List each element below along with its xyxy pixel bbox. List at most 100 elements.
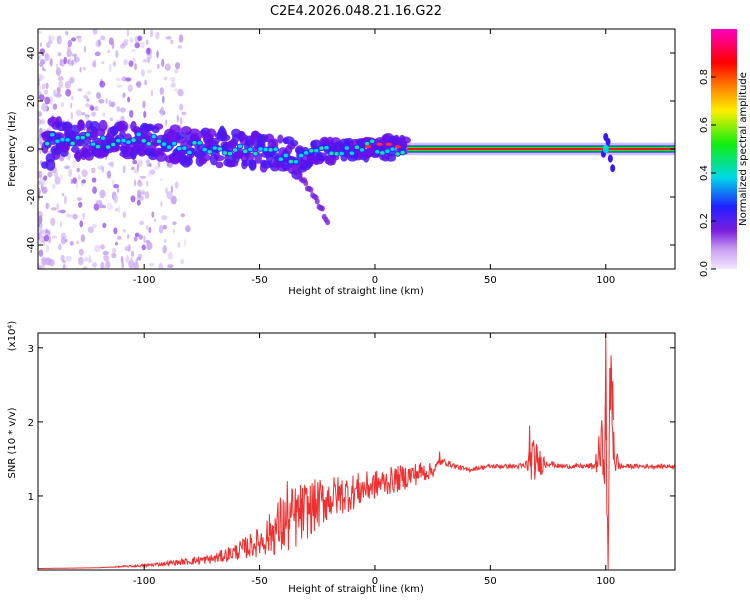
noise-blob	[58, 243, 62, 251]
noise-blob	[174, 68, 179, 74]
noise-blob	[64, 80, 72, 89]
noise-blob	[80, 234, 86, 243]
trace-halo-blob	[62, 121, 72, 133]
trace-core-blob	[177, 146, 182, 151]
noise-blob	[93, 105, 99, 112]
noise-blob	[81, 169, 88, 178]
noise-blob	[45, 244, 50, 253]
x-tick-label: -50	[251, 576, 267, 587]
trace-core-blob	[263, 147, 268, 152]
noise-blob	[122, 165, 126, 174]
noise-blob	[174, 62, 181, 70]
noise-blob	[38, 215, 43, 225]
noise-blob	[87, 226, 95, 234]
trace-core-blob	[182, 146, 187, 150]
noise-blob	[163, 238, 167, 243]
y-tick-label: 2	[28, 418, 34, 429]
noise-blob	[85, 103, 90, 108]
noise-blob	[166, 191, 173, 200]
noise-blob	[45, 257, 52, 266]
trace-core-blob	[222, 151, 228, 155]
noise-blob	[129, 37, 134, 44]
noise-blob	[174, 181, 179, 189]
noise-blob	[102, 250, 109, 256]
noise-blob	[105, 97, 108, 105]
trace-core-blob	[227, 151, 233, 156]
noise-blob	[63, 56, 68, 65]
noise-blob	[134, 42, 140, 49]
noise-blob	[46, 42, 51, 49]
noise-blob	[109, 117, 114, 122]
noise-blob	[70, 112, 73, 120]
y-tick-label: -40	[26, 237, 37, 253]
colorbar-gradient	[711, 29, 737, 269]
trace-halo-blob	[245, 152, 255, 161]
trace-halo-blob	[290, 139, 299, 147]
noise-blob	[45, 202, 48, 210]
noise-blob	[120, 115, 125, 122]
noise-blob	[140, 41, 145, 49]
noise-blob	[40, 59, 46, 65]
trace-core-blob	[105, 145, 111, 149]
noise-blob	[158, 224, 164, 234]
noise-blob	[72, 177, 77, 185]
noise-blob	[38, 249, 44, 257]
trace-core-blob	[100, 136, 106, 140]
noise-blob	[126, 29, 130, 37]
noise-blob	[157, 63, 160, 70]
noise-blob	[143, 110, 147, 119]
noise-blob	[147, 172, 153, 177]
noise-blob	[68, 168, 73, 178]
noise-blob	[145, 39, 149, 46]
trace-core-blob	[80, 135, 85, 140]
trace-halo-blob	[169, 124, 181, 135]
trace-halo-blob	[45, 159, 56, 171]
noise-blob	[92, 29, 98, 35]
x-tick-label: 50	[484, 275, 497, 286]
trace-core-blob	[248, 147, 253, 152]
y-tick-label: 20	[26, 95, 37, 108]
trace-core-blob	[156, 139, 162, 144]
noise-blob	[142, 100, 146, 109]
colorbar-tick-label: 0.2	[699, 213, 710, 229]
noise-blob	[77, 256, 84, 266]
snr-scale-label: (x10⁴)	[7, 321, 18, 352]
noise-blob	[99, 244, 105, 250]
noise-blob	[181, 111, 187, 116]
noise-blob	[55, 63, 59, 70]
noise-blob	[57, 76, 64, 82]
noise-blob	[111, 253, 117, 259]
noise-blob	[91, 61, 97, 68]
y-tick-label: 40	[26, 47, 37, 60]
figure-title: C2E4.2026.048.21.16.G22	[270, 4, 442, 19]
noise-blob	[98, 39, 101, 47]
noise-blob	[137, 189, 142, 198]
trace-core-blob	[359, 148, 365, 152]
trace-core-blob	[90, 142, 96, 146]
noise-blob	[59, 174, 64, 180]
trace-core-blob	[293, 159, 299, 164]
noise-blob	[106, 202, 113, 211]
noise-blob	[148, 226, 152, 234]
noise-blob	[130, 250, 135, 257]
noise-blob	[115, 77, 121, 82]
noise-blob	[77, 197, 83, 201]
snr-xlabel: Height of straight line (km)	[288, 584, 424, 595]
noise-blob	[91, 262, 98, 268]
noise-blob	[83, 66, 86, 71]
noise-blob	[38, 73, 43, 82]
noise-blob	[167, 264, 174, 268]
tail-blob	[303, 179, 309, 186]
noise-blob	[116, 188, 120, 193]
x-tick-label: -100	[133, 275, 156, 286]
noise-blob	[109, 161, 115, 168]
trace-core-blob	[369, 139, 375, 144]
noise-blob	[179, 103, 184, 111]
noise-blob	[60, 254, 65, 262]
noise-blob	[146, 47, 151, 55]
noise-blob	[44, 96, 51, 105]
noise-blob	[56, 87, 61, 94]
noise-blob	[75, 109, 83, 117]
trace-halo-blob	[77, 119, 85, 131]
